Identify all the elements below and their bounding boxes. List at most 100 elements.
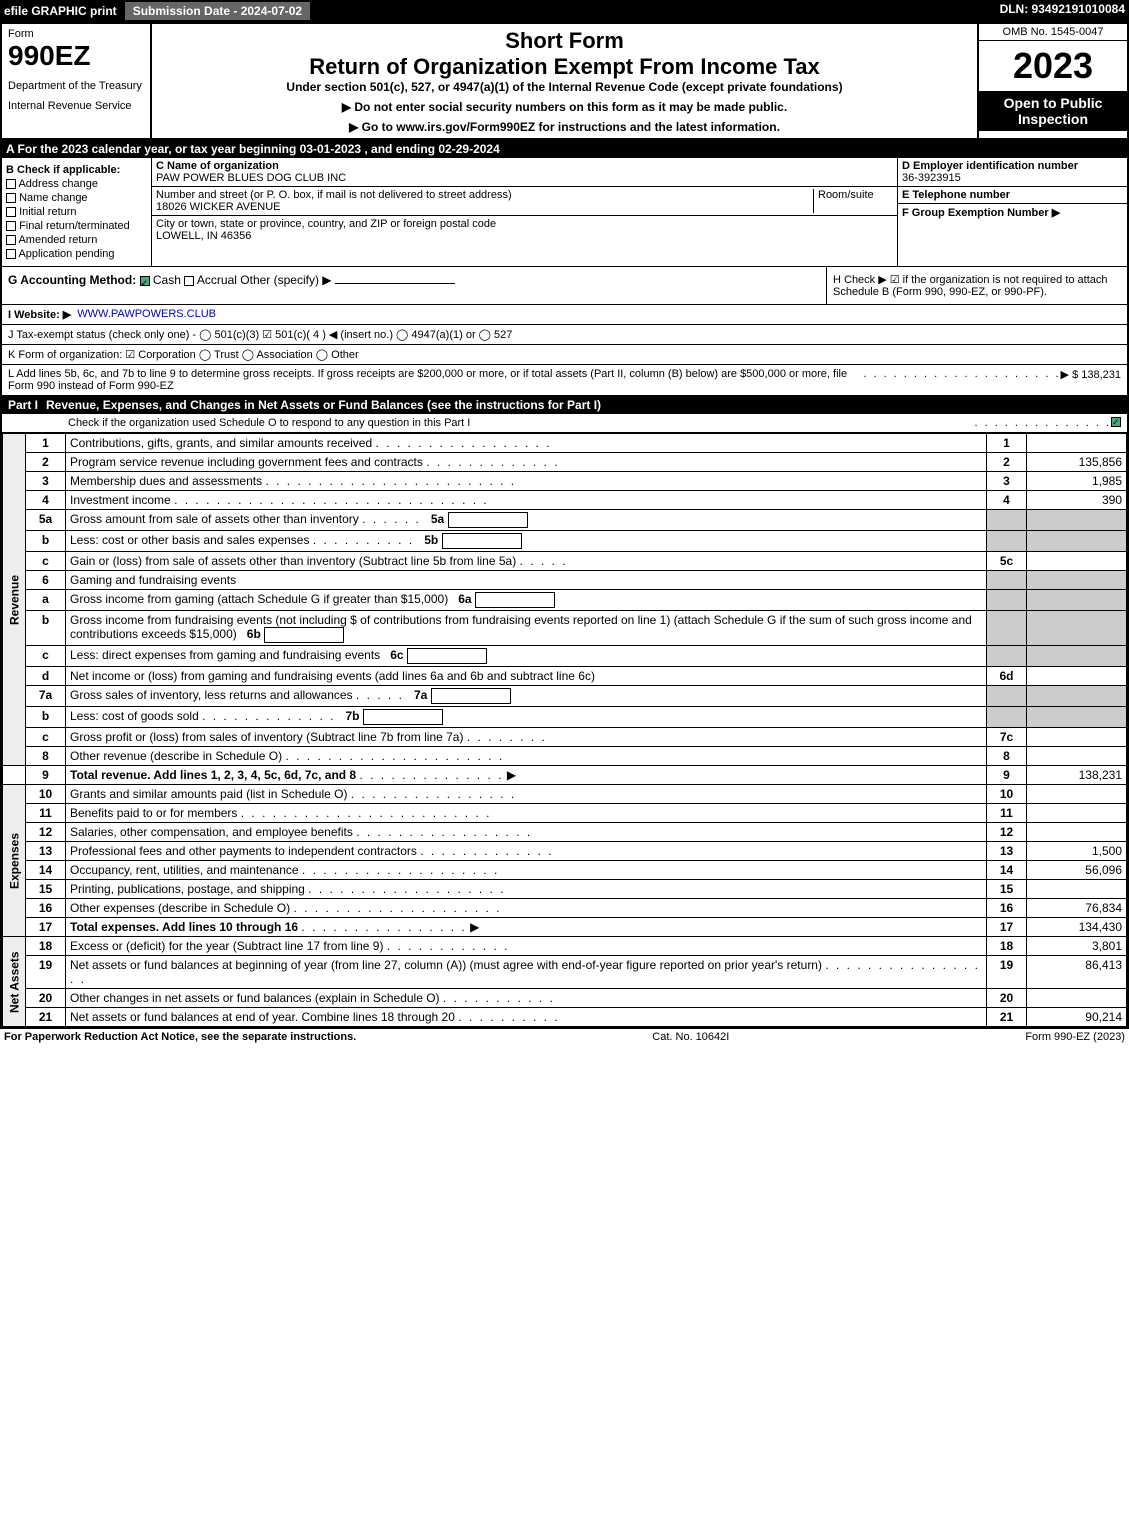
line-amount: 135,856 <box>1027 453 1127 472</box>
revenue-side-label: Revenue <box>3 434 26 766</box>
efile-print-link[interactable]: efile GRAPHIC print <box>4 4 117 18</box>
line-num: 11 <box>26 804 66 823</box>
checkbox-initial-return[interactable] <box>6 207 16 217</box>
form-990ez: Form 990EZ Department of the Treasury In… <box>0 22 1129 1029</box>
inner-num: 6a <box>458 592 471 606</box>
inner-box[interactable] <box>431 688 511 704</box>
form-label: Form <box>8 28 144 40</box>
cb-label: Initial return <box>19 206 76 218</box>
short-form-title: Short Form <box>156 28 973 54</box>
line-text: Gross income from fundraising events (no… <box>70 613 972 641</box>
line-amount: 138,231 <box>1027 766 1127 785</box>
line-box: 1 <box>987 434 1027 453</box>
cb-label: Amended return <box>18 234 97 246</box>
net-assets-side-label: Net Assets <box>3 937 26 1027</box>
line-box: 6d <box>987 667 1027 686</box>
line-amount <box>1027 686 1127 707</box>
line-amount: 76,834 <box>1027 899 1127 918</box>
line-box: 21 <box>987 1008 1027 1027</box>
line-amount <box>1027 646 1127 667</box>
line-box: 13 <box>987 842 1027 861</box>
line-amount <box>1027 823 1127 842</box>
part-title: Revenue, Expenses, and Changes in Net As… <box>46 398 601 412</box>
line-box <box>987 590 1027 611</box>
line-num: 9 <box>26 766 66 785</box>
part1-check-note: Check if the organization used Schedule … <box>2 414 1127 433</box>
line-text: Gross amount from sale of assets other t… <box>70 512 359 526</box>
inner-num: 7b <box>345 709 359 723</box>
line-amount <box>1027 785 1127 804</box>
line-amount: 1,985 <box>1027 472 1127 491</box>
line-box: 20 <box>987 989 1027 1008</box>
website-label: I Website: ▶ <box>8 308 71 321</box>
expenses-side-label: Expenses <box>3 785 26 937</box>
org-name: PAW POWER BLUES DOG CLUB INC <box>156 172 893 184</box>
line-text: Net income or (loss) from gaming and fun… <box>66 667 987 686</box>
line-text: Total expenses. Add lines 10 through 16 <box>70 920 298 934</box>
website-link[interactable]: WWW.PAWPOWERS.CLUB <box>77 308 216 321</box>
line-box: 5c <box>987 552 1027 571</box>
section-b-title: B Check if applicable: <box>6 164 147 176</box>
line-text: Other revenue (describe in Schedule O) <box>70 749 282 763</box>
line-text: Grants and similar amounts paid (list in… <box>70 787 347 801</box>
line-amount <box>1027 552 1127 571</box>
inner-box[interactable] <box>264 627 344 643</box>
checkbox-address-change[interactable] <box>6 179 16 189</box>
cb-label: Name change <box>19 192 88 204</box>
line-text: Printing, publications, postage, and shi… <box>70 882 305 896</box>
checkbox-final-return[interactable] <box>6 221 16 231</box>
line-num: 7a <box>26 686 66 707</box>
inner-num: 7a <box>414 688 427 702</box>
other-input[interactable] <box>335 283 455 284</box>
line-amount: 86,413 <box>1027 956 1127 989</box>
line-num: 13 <box>26 842 66 861</box>
line-text: Gross income from gaming (attach Schedul… <box>70 592 448 606</box>
line-num: c <box>26 728 66 747</box>
line-l-text: L Add lines 5b, 6c, and 7b to line 9 to … <box>8 368 863 392</box>
line-text: Gaming and fundraising events <box>66 571 987 590</box>
part-1-header: Part I Revenue, Expenses, and Changes in… <box>2 396 1127 414</box>
inner-box[interactable] <box>475 592 555 608</box>
line-amount: 56,096 <box>1027 861 1127 880</box>
line-box <box>987 531 1027 552</box>
checkbox-amended[interactable] <box>6 235 16 245</box>
line-num: 10 <box>26 785 66 804</box>
line-amount <box>1027 707 1127 728</box>
line-box: 18 <box>987 937 1027 956</box>
group-exemption-label: F Group Exemption Number ▶ <box>902 206 1123 219</box>
line-num: 12 <box>26 823 66 842</box>
line-num: 15 <box>26 880 66 899</box>
inner-box[interactable] <box>363 709 443 725</box>
line-amount <box>1027 510 1127 531</box>
line-box: 14 <box>987 861 1027 880</box>
phone-label: E Telephone number <box>902 189 1123 201</box>
footer-cat: Cat. No. 10642I <box>652 1031 729 1043</box>
inner-box[interactable] <box>442 533 522 549</box>
line-amount <box>1027 989 1127 1008</box>
submission-date: Submission Date - 2024-07-02 <box>125 2 310 20</box>
line-h: H Check ▶ ☑ if the organization is not r… <box>827 267 1127 304</box>
other-label: Other (specify) ▶ <box>240 273 331 287</box>
inner-box[interactable] <box>448 512 528 528</box>
line-l: L Add lines 5b, 6c, and 7b to line 9 to … <box>2 365 1127 396</box>
line-num: 4 <box>26 491 66 510</box>
line-num: 21 <box>26 1008 66 1027</box>
line-l-amount: ▶ $ 138,231 <box>1061 368 1121 392</box>
line-box: 9 <box>987 766 1027 785</box>
line-box: 8 <box>987 747 1027 766</box>
dots: . . . . . . . . . . . . . . <box>974 417 1111 429</box>
cb-label: Address change <box>18 178 98 190</box>
line-text: Less: direct expenses from gaming and fu… <box>70 648 380 662</box>
city-label: City or town, state or province, country… <box>156 218 893 230</box>
checkbox-schedule-o[interactable] <box>1111 417 1121 427</box>
checkbox-app-pending[interactable] <box>6 249 16 259</box>
checkbox-name-change[interactable] <box>6 193 16 203</box>
line-num: 8 <box>26 747 66 766</box>
section-c: C Name of organization PAW POWER BLUES D… <box>152 158 897 266</box>
department: Department of the Treasury <box>8 80 144 92</box>
line-amount <box>1027 747 1127 766</box>
accrual-label: Accrual <box>197 273 237 287</box>
inner-box[interactable] <box>407 648 487 664</box>
checkbox-accrual[interactable] <box>184 276 194 286</box>
checkbox-cash[interactable] <box>140 276 150 286</box>
